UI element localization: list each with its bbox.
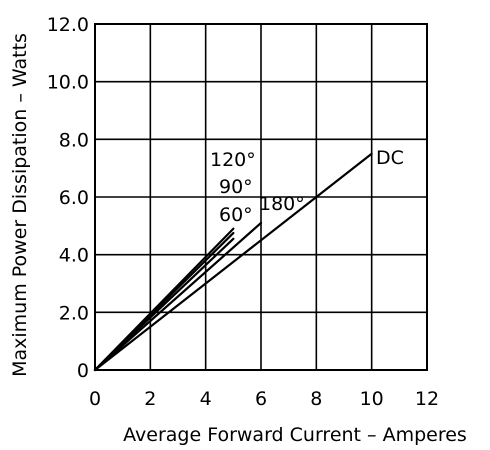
series-line-dc bbox=[93, 152, 373, 372]
series-line-180-deg bbox=[93, 221, 263, 372]
y-tick-label-6: 6.0 bbox=[59, 187, 89, 209]
x-tick-labels: 0 2 4 6 8 10 12 bbox=[89, 388, 439, 410]
series-label-180-deg: 180° bbox=[259, 193, 305, 215]
y-axis-label: Maximum Power Dissipation – Watts bbox=[9, 33, 31, 377]
series-label-60-deg: 60° bbox=[219, 204, 253, 226]
plot-frame bbox=[94, 23, 428, 371]
y-tick-label-0: 0 bbox=[77, 360, 89, 382]
series-label-120-deg: 120° bbox=[210, 149, 256, 171]
series-labels: 120° 90° 60° 180° DC bbox=[210, 147, 404, 226]
series-label-dc: DC bbox=[376, 147, 404, 169]
y-tick-label-8: 8.0 bbox=[59, 129, 89, 151]
x-tick-label-4: 4 bbox=[200, 388, 212, 410]
x-axis-label: Average Forward Current – Amperes bbox=[123, 424, 467, 446]
y-tick-label-10: 10.0 bbox=[47, 72, 89, 94]
series-group bbox=[93, 152, 373, 372]
x-tick-label-0: 0 bbox=[89, 388, 101, 410]
x-tick-label-8: 8 bbox=[310, 388, 322, 410]
x-tick-label-12: 12 bbox=[415, 388, 439, 410]
x-tick-label-2: 2 bbox=[144, 388, 156, 410]
y-tick-label-12: 12.0 bbox=[47, 14, 89, 36]
x-tick-label-6: 6 bbox=[255, 388, 267, 410]
y-tick-labels: 0 2.0 4.0 6.0 8.0 10.0 12.0 bbox=[47, 14, 89, 382]
y-tick-label-4: 4.0 bbox=[59, 245, 89, 267]
series-label-90-deg: 90° bbox=[219, 176, 253, 198]
x-tick-label-10: 10 bbox=[360, 388, 384, 410]
y-tick-label-2: 2.0 bbox=[59, 302, 89, 324]
